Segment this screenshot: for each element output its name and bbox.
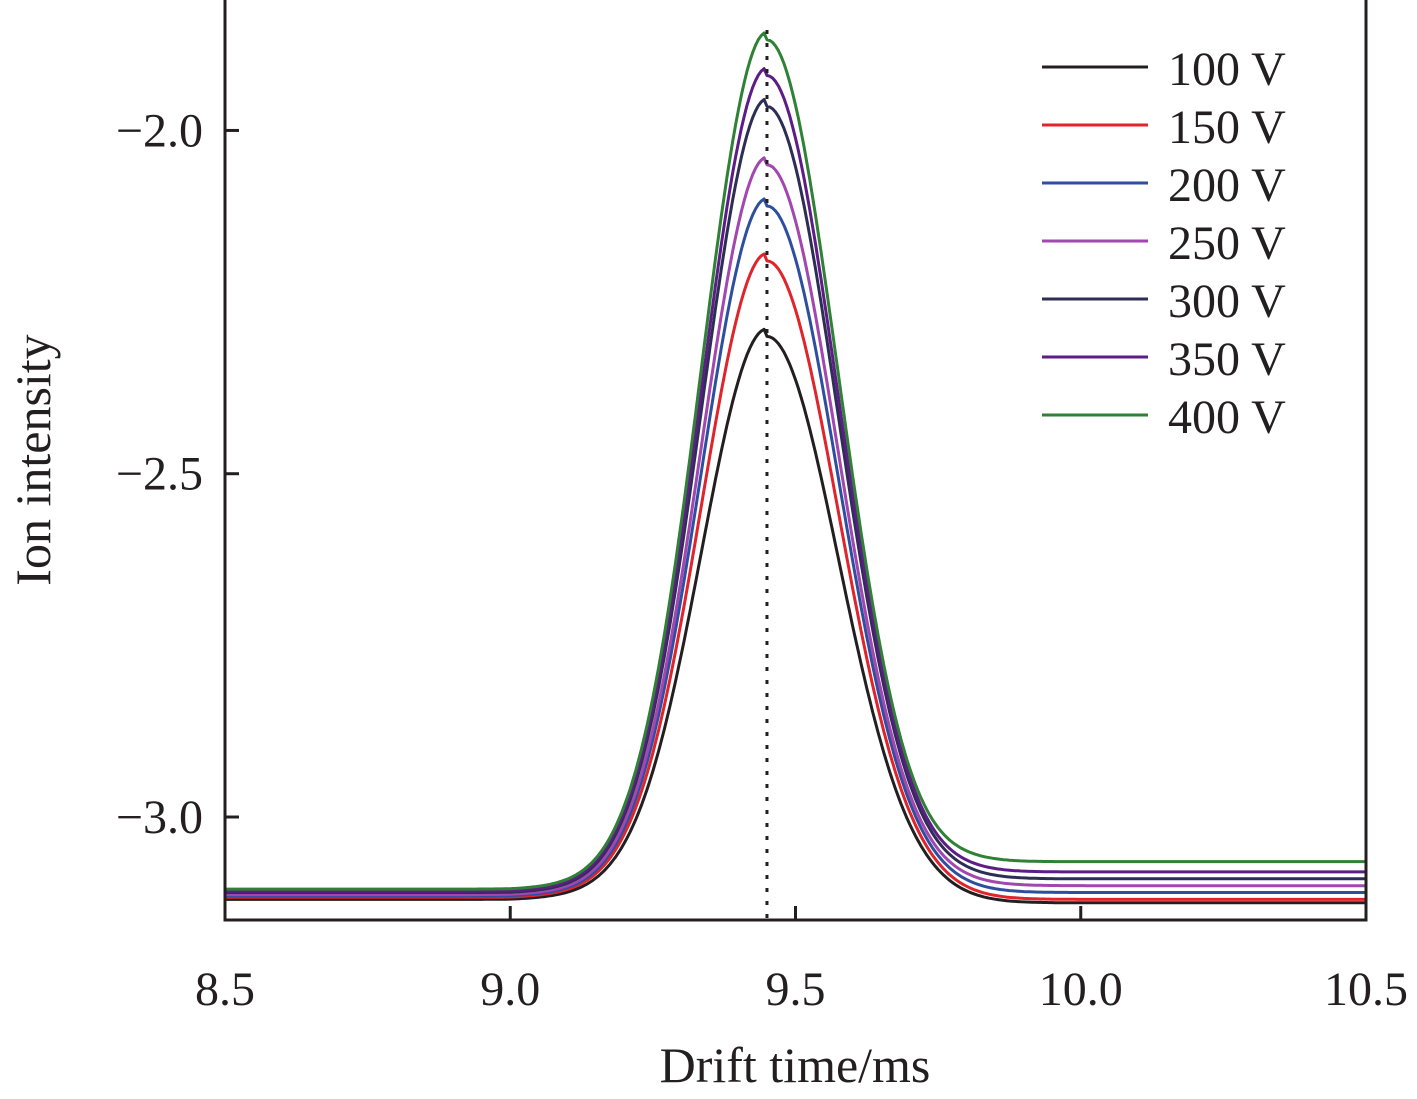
- y-tick-label: −2.0: [116, 104, 203, 157]
- legend-label: 250 V: [1168, 217, 1286, 270]
- y-tick-label: −3.0: [116, 791, 203, 844]
- legend-label: 200 V: [1168, 159, 1286, 212]
- x-axis-label: Drift time/ms: [660, 1037, 931, 1093]
- series-line: [225, 31, 1366, 891]
- legend-label: 100 V: [1168, 43, 1286, 96]
- series-line: [225, 67, 1366, 893]
- series-line: [225, 327, 1366, 905]
- x-axis: 8.5 9.0 9.5 10.0 10.5: [195, 906, 1408, 1016]
- x-tick-label: 8.5: [195, 963, 255, 1016]
- x-tick-label: 10.0: [1039, 963, 1123, 1016]
- y-axis: −2.0 −2.5 −3.0: [116, 104, 239, 844]
- y-tick-label: −2.5: [116, 448, 203, 501]
- series-line: [225, 156, 1366, 897]
- legend-label: 400 V: [1168, 391, 1286, 444]
- legend-label: 300 V: [1168, 275, 1286, 328]
- legend-label: 350 V: [1168, 333, 1286, 386]
- legend-label: 150 V: [1168, 101, 1286, 154]
- series-layer: [225, 31, 1366, 905]
- x-tick-label: 9.0: [480, 963, 540, 1016]
- y-axis-label: Ion intensity: [5, 334, 61, 585]
- x-tick-label: 9.5: [766, 963, 826, 1016]
- x-tick-label: 10.5: [1324, 963, 1408, 1016]
